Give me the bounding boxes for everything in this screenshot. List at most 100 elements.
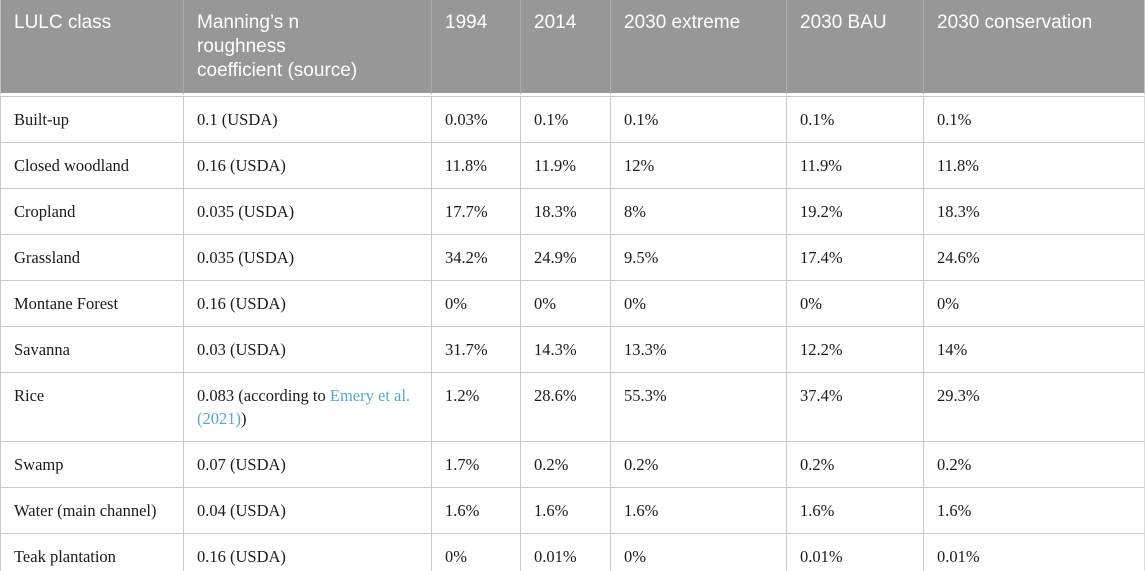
percentage-value-cell: 0%	[610, 280, 786, 326]
lulc-class-cell: Water (main channel)	[0, 487, 183, 533]
percentage-value-cell: 1.6%	[610, 487, 786, 533]
col-header-label: Manning’s n roughness coefficient (sourc…	[197, 12, 358, 81]
percentage-value-cell: 1.6%	[923, 487, 1145, 533]
table-row: Teak plantation 0.16 (USDA) 0% 0.01% 0% 0.01%…	[0, 533, 1145, 571]
percentage-value-cell: 0.01%	[923, 533, 1145, 571]
percentage-value-cell: 0%	[431, 533, 520, 571]
manning-coefficient-cell: 0.07 (USDA)	[183, 441, 431, 487]
percentage-value-cell: 11.9%	[520, 142, 610, 188]
col-header-2030-conservation: 2030 conservation	[923, 0, 1145, 96]
percentage-value-cell: 0.1%	[786, 96, 923, 142]
lulc-class-cell: Teak plantation	[0, 533, 183, 571]
manning-text: 0.16 (USDA)	[197, 547, 286, 566]
percentage-value-cell: 24.6%	[923, 234, 1145, 280]
percentage-value-cell: 1.6%	[431, 487, 520, 533]
table-row: Rice 0.083 (according to Emery et al. (20…	[0, 372, 1145, 441]
manning-coefficient-cell: 0.04 (USDA)	[183, 487, 431, 533]
col-header-label: 2030 extreme	[624, 12, 741, 33]
percentage-value-cell: 28.6%	[520, 372, 610, 441]
percentage-value-cell: 1.2%	[431, 372, 520, 441]
percentage-value-cell: 12.2%	[786, 326, 923, 372]
percentage-value-cell: 1.7%	[431, 441, 520, 487]
col-header-label: 2030 BAU	[800, 12, 887, 33]
percentage-value-cell: 13.3%	[610, 326, 786, 372]
percentage-value-cell: 18.3%	[520, 188, 610, 234]
manning-coefficient-cell: 0.1 (USDA)	[183, 96, 431, 142]
percentage-value-cell: 11.9%	[786, 142, 923, 188]
manning-coefficient-cell: 0.16 (USDA)	[183, 533, 431, 571]
percentage-value-cell: 34.2%	[431, 234, 520, 280]
manning-text: 0.1 (USDA)	[197, 110, 278, 129]
manning-text: 0.07 (USDA)	[197, 455, 286, 474]
citation-link[interactable]: Emery et al. (2021)	[197, 386, 411, 428]
col-header-label: 2014	[534, 12, 577, 33]
percentage-value-cell: 1.6%	[786, 487, 923, 533]
table-body: Built-up 0.1 (USDA) 0.03% 0.1% 0.1% 0.1% 0.1% C…	[0, 96, 1145, 571]
manning-coefficient-cell: 0.035 (USDA)	[183, 234, 431, 280]
percentage-value-cell: 8%	[610, 188, 786, 234]
percentage-value-cell: 0.1%	[923, 96, 1145, 142]
col-header-label: 2030 conservation	[937, 12, 1093, 33]
percentage-value-cell: 0%	[520, 280, 610, 326]
manning-text: 0.03 (USDA)	[197, 340, 286, 359]
col-header-2030-bau: 2030 BAU	[786, 0, 923, 96]
percentage-value-cell: 1.6%	[520, 487, 610, 533]
col-header-1994: 1994	[431, 0, 520, 96]
percentage-value-cell: 14%	[923, 326, 1145, 372]
manning-text: 0.16 (USDA)	[197, 156, 286, 175]
lulc-class-cell: Swamp	[0, 441, 183, 487]
percentage-value-cell: 11.8%	[923, 142, 1145, 188]
table-header: LULC class Manning’s n roughness coeffic…	[0, 0, 1145, 96]
lulc-class-cell: Cropland	[0, 188, 183, 234]
percentage-value-cell: 11.8%	[431, 142, 520, 188]
col-header-label: 1994	[445, 12, 488, 33]
col-header-2030-extreme: 2030 extreme	[610, 0, 786, 96]
table-row: Water (main channel) 0.04 (USDA) 1.6% 1.6% 1…	[0, 487, 1145, 533]
col-header-lulc-class: LULC class	[0, 0, 183, 96]
percentage-value-cell: 14.3%	[520, 326, 610, 372]
percentage-value-cell: 24.9%	[520, 234, 610, 280]
percentage-value-cell: 31.7%	[431, 326, 520, 372]
percentage-value-cell: 0%	[786, 280, 923, 326]
table-row: Closed woodland 0.16 (USDA) 11.8% 11.9% 12% 1…	[0, 142, 1145, 188]
percentage-value-cell: 0%	[923, 280, 1145, 326]
percentage-value-cell: 17.4%	[786, 234, 923, 280]
lulc-class-cell: Rice	[0, 372, 183, 441]
percentage-value-cell: 0%	[610, 533, 786, 571]
lulc-class-cell: Montane Forest	[0, 280, 183, 326]
percentage-value-cell: 29.3%	[923, 372, 1145, 441]
percentage-value-cell: 55.3%	[610, 372, 786, 441]
manning-coefficient-cell: 0.16 (USDA)	[183, 142, 431, 188]
manning-coefficient-cell: 0.03 (USDA)	[183, 326, 431, 372]
percentage-value-cell: 0.2%	[610, 441, 786, 487]
percentage-value-cell: 18.3%	[923, 188, 1145, 234]
table-row: Built-up 0.1 (USDA) 0.03% 0.1% 0.1% 0.1% 0.1%	[0, 96, 1145, 142]
manning-text: 0.035 (USDA)	[197, 202, 295, 221]
table-row: Grassland 0.035 (USDA) 34.2% 24.9% 9.5% 17.4%…	[0, 234, 1145, 280]
lulc-class-cell: Grassland	[0, 234, 183, 280]
col-header-2014: 2014	[520, 0, 610, 96]
percentage-value-cell: 0%	[431, 280, 520, 326]
manning-coefficient-cell: 0.083 (according to Emery et al. (2021))	[183, 372, 431, 441]
table-row: Montane Forest 0.16 (USDA) 0% 0% 0% 0% 0%	[0, 280, 1145, 326]
table-row: Cropland 0.035 (USDA) 17.7% 18.3% 8% 19.2% 18.…	[0, 188, 1145, 234]
percentage-value-cell: 37.4%	[786, 372, 923, 441]
table-row: Swamp 0.07 (USDA) 1.7% 0.2% 0.2% 0.2% 0.2%	[0, 441, 1145, 487]
percentage-value-cell: 0.2%	[786, 441, 923, 487]
lulc-class-cell: Closed woodland	[0, 142, 183, 188]
percentage-value-cell: 0.2%	[923, 441, 1145, 487]
percentage-value-cell: 9.5%	[610, 234, 786, 280]
lulc-class-cell: Savanna	[0, 326, 183, 372]
percentage-value-cell: 0.01%	[520, 533, 610, 571]
percentage-value-cell: 0.01%	[786, 533, 923, 571]
manning-text: 0.035 (USDA)	[197, 248, 295, 267]
percentage-value-cell: 0.2%	[520, 441, 610, 487]
col-header-manning-n: Manning’s n roughness coefficient (sourc…	[183, 0, 431, 96]
percentage-value-cell: 17.7%	[431, 188, 520, 234]
manning-text-suffix: )	[241, 409, 247, 428]
table-row: Savanna 0.03 (USDA) 31.7% 14.3% 13.3% 12.2% 14…	[0, 326, 1145, 372]
percentage-value-cell: 12%	[610, 142, 786, 188]
percentage-value-cell: 0.1%	[520, 96, 610, 142]
